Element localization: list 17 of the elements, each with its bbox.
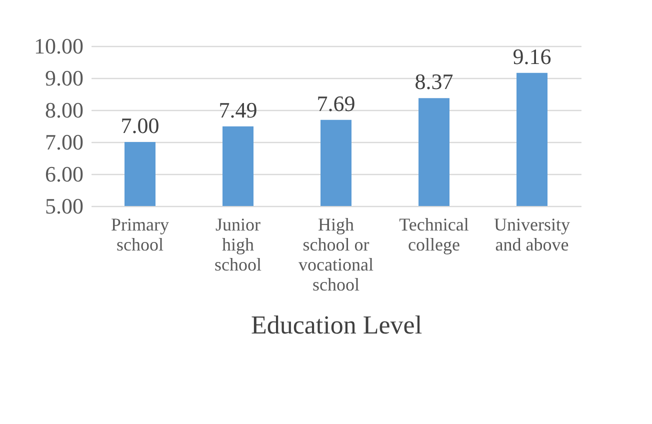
data-label: 7.00	[120, 113, 160, 138]
y-tick-label: 7.00	[45, 130, 84, 154]
data-label: 7.69	[316, 90, 356, 116]
x-tick-label: University and above	[494, 214, 570, 254]
y-tick-label: 8.00	[45, 98, 84, 122]
y-tick-label: 9.00	[45, 66, 84, 90]
y-tick-label: 10.00	[34, 34, 84, 58]
y-tick-label: 5.00	[45, 194, 84, 218]
data-label: 9.16	[512, 44, 552, 69]
x-tick-label: Junior high school	[214, 214, 262, 274]
data-label: 8.37	[414, 69, 454, 94]
x-axis-title: Education Level	[250, 310, 422, 340]
x-tick-label: Technical college	[399, 214, 469, 254]
x-tick-label: Primary school	[111, 214, 169, 254]
y-tick-label: 6.00	[45, 162, 84, 186]
data-label: 7.49	[218, 97, 258, 122]
x-tick-label: High school or vocational school	[298, 214, 374, 294]
